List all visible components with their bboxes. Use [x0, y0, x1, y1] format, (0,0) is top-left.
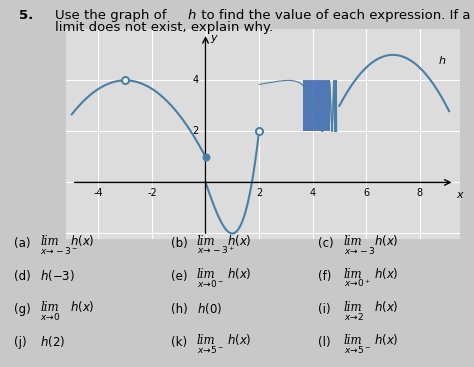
Text: 5.: 5. [19, 9, 33, 22]
Text: $h(x)$: $h(x)$ [374, 332, 398, 347]
Text: $x\!\to\!-3$: $x\!\to\!-3$ [344, 245, 375, 256]
Text: (k): (k) [171, 336, 187, 349]
Text: $h(x)$: $h(x)$ [227, 233, 251, 248]
Text: -4: -4 [94, 188, 103, 198]
Text: -2: -2 [147, 188, 157, 198]
Text: $h$: $h$ [438, 54, 447, 66]
Text: $h(x)$: $h(x)$ [227, 332, 251, 347]
Text: $h(x)$: $h(x)$ [227, 266, 251, 281]
Text: h: h [187, 9, 196, 22]
Text: (f): (f) [318, 270, 331, 283]
Text: $y$: $y$ [210, 33, 219, 45]
Text: lim: lim [40, 301, 59, 314]
Text: lim: lim [344, 268, 362, 281]
Text: lim: lim [197, 268, 215, 281]
Text: (c): (c) [318, 237, 333, 250]
Text: $x\!\to\!0$: $x\!\to\!0$ [40, 311, 61, 322]
Text: $h(2)$: $h(2)$ [40, 334, 65, 349]
Text: $h(x)$: $h(x)$ [70, 299, 95, 314]
Text: $h(x)$: $h(x)$ [374, 266, 398, 281]
Text: 4: 4 [310, 188, 316, 198]
Text: (g): (g) [14, 303, 31, 316]
Text: $h(x)$: $h(x)$ [374, 233, 398, 248]
Text: (l): (l) [318, 336, 330, 349]
Text: (h): (h) [171, 303, 187, 316]
Text: $x\!\to\!5^-$: $x\!\to\!5^-$ [344, 344, 371, 355]
Text: 6: 6 [363, 188, 369, 198]
Text: $h(x)$: $h(x)$ [70, 233, 95, 248]
Text: lim: lim [344, 334, 362, 347]
Text: (e): (e) [171, 270, 187, 283]
Text: $x\!\to\!2$: $x\!\to\!2$ [344, 311, 364, 322]
Text: lim: lim [344, 301, 362, 314]
Text: limit does not exist, explain why.: limit does not exist, explain why. [55, 21, 273, 34]
Text: (a): (a) [14, 237, 31, 250]
Text: (b): (b) [171, 237, 187, 250]
Text: $x\!\to\!-3^+$: $x\!\to\!-3^+$ [197, 244, 235, 256]
Text: to find the value of each expression. If a: to find the value of each expression. If… [197, 9, 470, 22]
Text: lim: lim [197, 334, 215, 347]
Text: $h(0)$: $h(0)$ [197, 301, 222, 316]
Text: lim: lim [40, 235, 59, 248]
Bar [303, 80, 330, 131]
Text: $x\!\to\!0^+$: $x\!\to\!0^+$ [344, 277, 371, 289]
Text: lim: lim [344, 235, 362, 248]
Text: Use the graph of: Use the graph of [55, 9, 170, 22]
Text: 2: 2 [192, 126, 199, 137]
Text: lim: lim [197, 235, 215, 248]
Text: (i): (i) [318, 303, 330, 316]
Text: $x\!\to\!0^-$: $x\!\to\!0^-$ [197, 278, 224, 289]
Text: 8: 8 [417, 188, 423, 198]
Text: $x$: $x$ [456, 190, 465, 200]
Text: (j): (j) [14, 336, 27, 349]
Text: $h(x)$: $h(x)$ [374, 299, 398, 314]
Text: $x\!\to\!-3^-$: $x\!\to\!-3^-$ [40, 245, 79, 256]
Text: $x\!\to\!5^-$: $x\!\to\!5^-$ [197, 344, 224, 355]
Text: 4: 4 [193, 75, 199, 86]
Text: 2: 2 [256, 188, 262, 198]
Text: $h(-3)$: $h(-3)$ [40, 268, 75, 283]
Text: (d): (d) [14, 270, 31, 283]
